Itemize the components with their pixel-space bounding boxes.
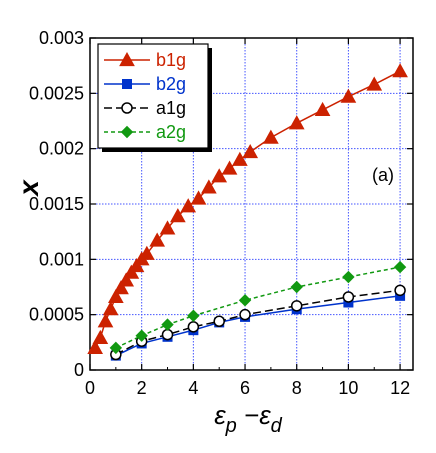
legend-item-a1g: a1g: [104, 98, 186, 118]
data-point-triangle: [232, 151, 248, 166]
data-point-triangle: [149, 232, 166, 247]
data-point-diamond: [290, 280, 303, 294]
data-point-triangle: [87, 339, 104, 354]
x-tick-label: 6: [240, 378, 250, 398]
data-point-triangle: [119, 51, 135, 67]
y-tick-label: 0.0005: [29, 305, 84, 325]
x-tick-label: 0: [85, 378, 95, 398]
data-point-diamond: [135, 329, 148, 342]
data-point-triangle: [211, 168, 228, 183]
y-tick-label: 0.002: [39, 139, 84, 159]
y-tick-label: 0: [74, 360, 84, 380]
data-point-triangle: [201, 179, 217, 194]
data-point-triangle: [242, 143, 259, 159]
data-point-triangle: [221, 160, 238, 175]
y-axis-title: x: [13, 179, 44, 198]
data-point-triangle: [180, 198, 197, 213]
legend-label: a1g: [156, 98, 186, 118]
data-point-diamond: [342, 270, 355, 284]
data-point-triangle: [392, 63, 408, 78]
legend-label: b1g: [156, 50, 186, 70]
series-line-a1g: [115, 289, 401, 356]
legend-item-b2g: b2g: [104, 74, 186, 94]
data-point-diamond: [109, 341, 123, 355]
data-point-diamond: [238, 294, 252, 307]
data-point-circle: [121, 102, 133, 114]
x-tick-label: 10: [338, 378, 358, 398]
y-tick-label: 0.0025: [29, 83, 84, 103]
data-point-circle: [239, 308, 251, 321]
legend-item-a2g: a2g: [104, 122, 186, 142]
data-point-triangle: [288, 115, 305, 130]
data-point-square: [122, 79, 132, 89]
series-a1g: [110, 284, 406, 361]
axes: 0 2 4 6 8 10 12 0 0.0005 0.001 0.0015 0.002 0.0025 0.…: [29, 28, 414, 398]
data-point-circle: [161, 328, 174, 341]
data-point-circle: [290, 300, 303, 312]
data-point-triangle: [190, 190, 207, 205]
data-point-triangle: [314, 101, 331, 117]
data-point-triangle: [159, 220, 176, 235]
data-point-triangle: [138, 245, 155, 260]
data-point-circle: [342, 291, 355, 303]
y-tick-label: 0.001: [39, 249, 84, 269]
series-line-a2g: [115, 266, 401, 349]
legend-label: b2g: [156, 74, 186, 94]
data-point-triangle: [107, 288, 124, 304]
data-point-diamond: [393, 260, 407, 274]
data-point-triangle: [118, 272, 135, 287]
x-tick-label: 12: [390, 378, 410, 398]
data-point-triangle: [102, 301, 119, 316]
x-tick-label: 2: [137, 378, 147, 398]
legend: b1g b2g a1g a2g: [97, 43, 212, 152]
series-b2g: [110, 290, 406, 361]
data-point-triangle: [92, 329, 109, 345]
series-layer: [87, 63, 408, 361]
y-tick-label: 0.003: [39, 28, 84, 48]
data-point-triangle: [366, 76, 383, 91]
data-point-circle: [213, 315, 225, 328]
series-a2g: [109, 260, 407, 355]
data-point-triangle: [97, 313, 114, 328]
series-line-b2g: [115, 295, 401, 357]
data-point-diamond: [187, 309, 200, 322]
series-b1g: [87, 63, 408, 354]
data-point-triangle: [113, 280, 129, 295]
legend-item-b1g: b1g: [104, 50, 186, 70]
x-tick-label: 4: [188, 378, 198, 398]
panel-label: (a): [372, 165, 394, 185]
data-point-circle: [394, 284, 406, 297]
legend-label: a2g: [156, 122, 186, 142]
data-point-diamond: [161, 318, 174, 331]
data-point-diamond: [120, 125, 134, 139]
data-point-triangle: [170, 208, 186, 223]
x-tick-label: 8: [292, 378, 302, 398]
legend-box: [97, 43, 209, 149]
data-point-triangle: [340, 88, 357, 103]
data-point-triangle: [263, 129, 279, 144]
data-point-circle: [187, 321, 200, 333]
y-tick-label: 0.0015: [29, 194, 84, 214]
x-axis-title: εp −εd: [214, 400, 282, 437]
